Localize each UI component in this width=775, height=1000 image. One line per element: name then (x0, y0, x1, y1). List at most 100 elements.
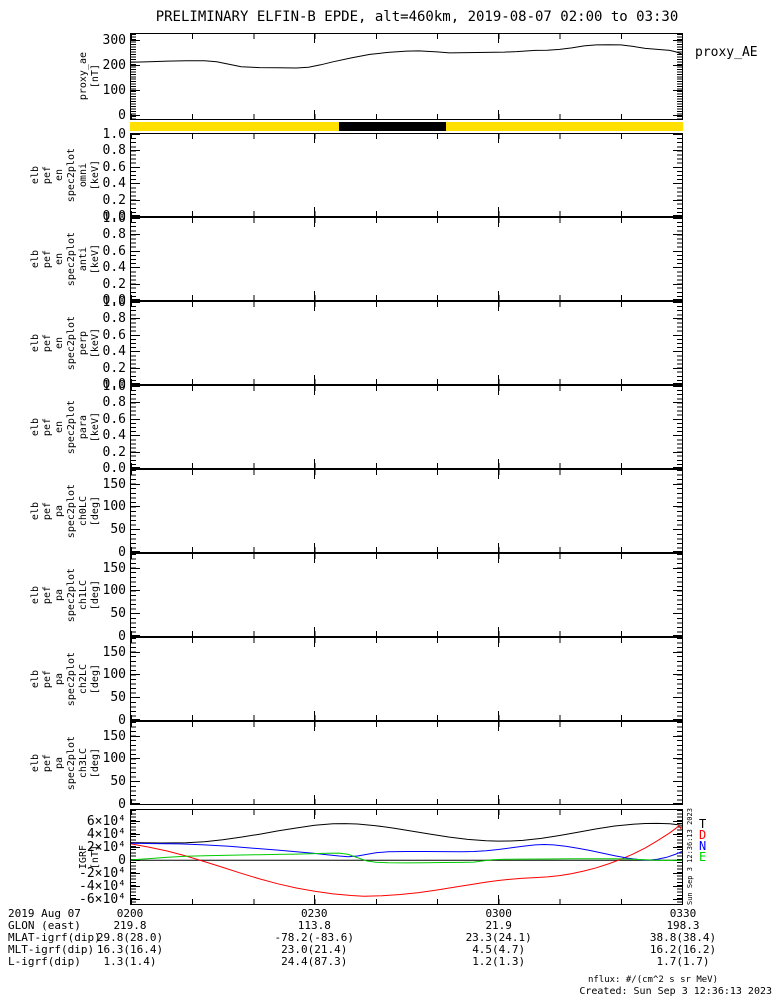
x-minor-tick-marks (131, 34, 682, 39)
x-major-tick (314, 459, 316, 468)
y-tick-label: 300 (102, 33, 126, 48)
x-major-tick (497, 895, 499, 904)
y-major-tick (131, 218, 140, 219)
y-major-tick (673, 451, 682, 453)
bottom-row-value: 4.5(4.7) (472, 943, 526, 956)
y-major-tick (131, 886, 140, 888)
y-tick-label: 1.0 (102, 211, 126, 226)
y-major-tick (131, 483, 140, 485)
legend-entry-T: T (699, 817, 707, 831)
y-major-tick (131, 847, 140, 849)
bottom-row-value: 21.9 (485, 919, 512, 932)
y-tick-label: 0 (118, 797, 126, 812)
x-major-tick (497, 386, 499, 395)
y-major-tick (673, 267, 682, 269)
y-major-tick (673, 719, 682, 720)
bottom-row-value: 23.0(21.4) (281, 943, 348, 956)
y-tick-label: 0 (118, 629, 126, 644)
y-major-tick (131, 267, 140, 269)
x-minor-tick-marks (131, 631, 682, 636)
y-major-tick (673, 651, 682, 653)
series-plot-igrf (131, 822, 682, 897)
bottom-row-value: 16.3(16.4) (96, 943, 164, 956)
y-major-tick (673, 150, 682, 152)
y-tick-label: 0.6 (102, 327, 126, 343)
y-major-tick (673, 250, 682, 252)
y-major-tick (673, 334, 682, 336)
y-major-tick (131, 199, 140, 201)
bottom-row-value: 219.8 (113, 919, 147, 932)
y-minor-tick-marks (677, 386, 682, 468)
y-major-tick (673, 183, 682, 185)
y-major-tick (673, 418, 682, 420)
y-tick-label: 150 (102, 560, 126, 576)
bottom-row-label: L-igrf(dip) (8, 955, 81, 968)
y-major-tick (673, 114, 682, 116)
y-major-tick (673, 234, 682, 236)
y-major-tick (673, 134, 682, 135)
x-major-tick (497, 302, 499, 311)
y-tick-label: 4×10⁴ (86, 827, 126, 843)
panel-elb_pef_pa_spec2plot_ch3LC (130, 721, 683, 805)
y-major-tick (131, 150, 140, 152)
x-major-tick (314, 110, 316, 119)
bottom-row-value: 198.3 (666, 919, 700, 932)
y-major-tick (673, 758, 682, 760)
y-minor-tick-marks (131, 218, 136, 300)
y-major-tick (131, 402, 140, 404)
y-minor-tick-marks (677, 470, 682, 552)
bottom-row-label: MLT-igrf(dip) (8, 943, 95, 956)
y-tick-label: 6×10⁴ (86, 814, 126, 830)
y-tick-label: 0.4 (102, 344, 126, 360)
x-major-tick (314, 470, 316, 479)
x-major-tick (497, 110, 499, 119)
y-major-tick (131, 302, 140, 303)
y-major-tick (131, 318, 140, 320)
y-major-tick (673, 697, 682, 699)
y-major-tick (131, 250, 140, 252)
panel-elb_pef_en_spec2plot_para (130, 385, 683, 469)
y-major-tick (673, 283, 682, 285)
x-minor-tick-marks (131, 799, 682, 804)
x-major-tick (314, 543, 316, 552)
time-tick-label: 0330 (669, 907, 697, 920)
bottom-row-value: 113.8 (297, 919, 331, 932)
y-tick-label: 0.8 (102, 311, 126, 327)
y-major-tick (131, 367, 140, 369)
y-minor-tick-marks (131, 470, 136, 552)
y-major-tick (131, 567, 140, 569)
x-major-tick (497, 711, 499, 720)
y-major-tick (131, 529, 140, 531)
y-tick-label: 0.8 (102, 143, 126, 159)
created-timestamp: Created: Sun Sep 3 12:36:13 2023 (579, 986, 772, 997)
y-major-tick (131, 674, 140, 676)
y-major-tick (673, 613, 682, 615)
x-major-tick (314, 291, 316, 300)
y-tick-label: 0.2 (102, 192, 126, 208)
y-tick-label: 50 (110, 606, 126, 622)
panel-elb_pef_pa_spec2plot_ch0LC (130, 469, 683, 553)
y-major-tick (673, 367, 682, 369)
y-major-tick (673, 318, 682, 320)
y-tick-label: 0.6 (102, 159, 126, 175)
x-major-tick (497, 627, 499, 636)
x-minor-tick-marks (131, 134, 682, 139)
bottom-row-label: MLAT-igrf(dip) (8, 931, 101, 944)
time-tick-label: 0200 (116, 907, 144, 920)
x-minor-tick-marks (131, 638, 682, 643)
y-major-tick (131, 40, 140, 41)
y-major-tick (131, 64, 140, 66)
y-minor-tick-marks (131, 386, 136, 468)
y-major-tick (673, 40, 682, 41)
x-minor-tick-marks (131, 470, 682, 475)
y-major-tick (131, 635, 140, 636)
y-major-tick (131, 834, 140, 836)
y-minor-tick-marks (677, 218, 682, 300)
panel-right-label: proxy_AE (695, 45, 758, 60)
y-major-tick (673, 821, 682, 823)
panel-elb_pef_pa_spec2plot_ch2LC (130, 637, 683, 721)
y-tick-label: 100 (102, 499, 126, 515)
x-major-tick (497, 810, 499, 819)
y-major-tick (131, 166, 140, 168)
x-major-tick (314, 627, 316, 636)
